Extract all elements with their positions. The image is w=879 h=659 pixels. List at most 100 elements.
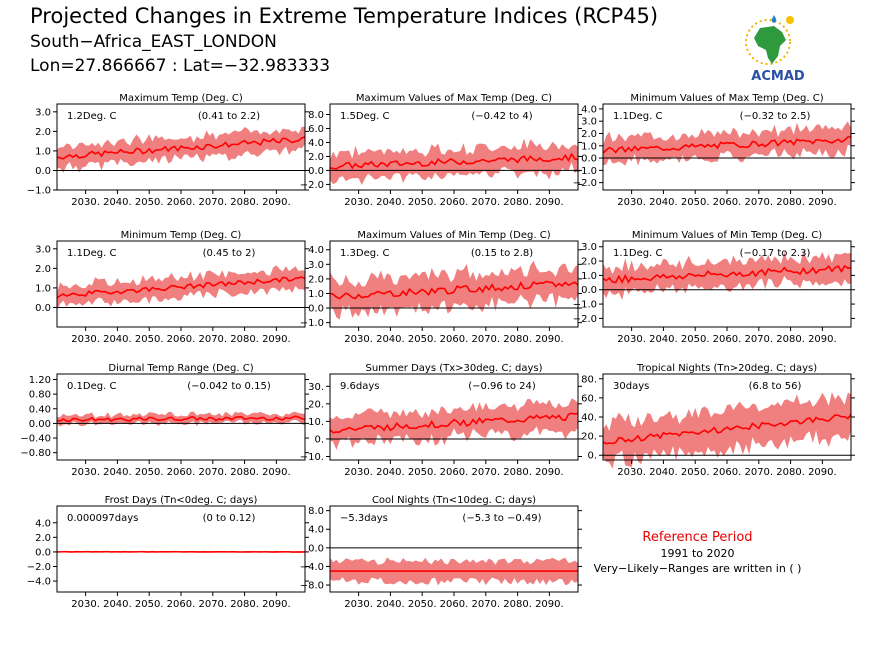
y-tick-label: 3.0: [308, 260, 324, 271]
range-band: [57, 126, 305, 173]
chart-title: Cool Nights (Tn<10deg. C; days): [372, 495, 536, 506]
range-label: (−5.3 to −0.49): [462, 513, 541, 524]
y-tick-label: 2.0: [35, 533, 51, 544]
range-band: [330, 138, 578, 185]
chart-title: Minimum Temp (Deg. C): [121, 230, 242, 241]
x-tick-label: 2060.: [713, 334, 742, 345]
x-tick-label: 2050.: [408, 599, 437, 610]
x-tick-label: 2050.: [135, 467, 164, 478]
x-tick-label: 2080.: [776, 467, 805, 478]
chart-panel: −0.80 −0.40 0.00 0.40 0.80 1.20 2030. 2040. 2050…: [20, 363, 309, 478]
x-tick-label: 2060.: [167, 599, 196, 610]
y-tick-label: 0.: [314, 434, 324, 445]
y-tick-label: 0.0: [308, 304, 324, 315]
y-tick-label: −1.0: [573, 300, 597, 311]
x-tick-label: 2070.: [198, 334, 227, 345]
x-tick-label: 2050.: [681, 467, 710, 478]
y-tick-label: −1.0: [573, 166, 597, 177]
chart-title: Tropical Nights (Tn>20deg. C; days): [636, 363, 817, 374]
range-band: [57, 411, 305, 427]
y-tick-label: 0.80: [29, 390, 51, 401]
range-band: [330, 260, 578, 320]
range-label: (0.41 to 2.2): [198, 111, 260, 122]
x-tick-label: 2040.: [103, 599, 132, 610]
x-tick-label: 2060.: [440, 197, 469, 208]
reference-period-note: Very−Likely−Ranges are written in ( ): [593, 562, 802, 575]
x-tick-label: 2070.: [744, 197, 773, 208]
mean-change-label: 1.3Deg. C: [340, 248, 389, 259]
y-tick-label: 2.0: [308, 152, 324, 163]
range-label: (0.15 to 2.8): [471, 248, 533, 259]
mean-change-label: 9.6days: [340, 381, 380, 392]
reference-period-title: Reference Period: [642, 530, 753, 545]
x-tick-label: 2040.: [376, 197, 405, 208]
y-tick-label: 3.0: [35, 244, 51, 255]
x-tick-label: 2090.: [262, 467, 291, 478]
mean-change-label: 1.2Deg. C: [67, 111, 116, 122]
range-band: [603, 121, 851, 166]
range-band: [603, 392, 851, 469]
range-label: (−0.042 to 0.15): [187, 381, 271, 392]
y-tick-label: 0.0: [35, 166, 51, 177]
x-tick-label: 2040.: [649, 334, 678, 345]
x-tick-label: 2050.: [408, 334, 437, 345]
x-tick-label: 2070.: [744, 467, 773, 478]
x-tick-label: 2090.: [535, 599, 564, 610]
x-tick-label: 2040.: [376, 467, 405, 478]
page-title: Projected Changes in Extreme Temperature…: [30, 4, 659, 28]
range-label: (−0.32 to 2.5): [740, 111, 811, 122]
x-tick-label: 2070.: [471, 197, 500, 208]
y-tick-label: 0.0: [308, 543, 324, 554]
chart-panel: 0.0 1.0 2.0 3.0 2030. 2040. 2050. 2060. 2070. 208…: [35, 230, 309, 345]
x-tick-label: 2080.: [503, 599, 532, 610]
x-tick-label: 2090.: [535, 197, 564, 208]
y-tick-label: 1.20: [29, 375, 51, 386]
mean-line: [602, 135, 852, 154]
y-tick-label: 20.: [581, 432, 597, 443]
chart-title: Maximum Values of Min Temp (Deg. C): [357, 230, 550, 241]
y-tick-label: 3.0: [581, 242, 597, 253]
range-label: (−0.96 to 24): [468, 381, 536, 392]
x-tick-label: 2070.: [198, 599, 227, 610]
range-label: (6.8 to 56): [749, 381, 802, 392]
x-tick-label: 2090.: [808, 334, 837, 345]
chart-title: Minimum Values of Max Temp (Deg. C): [630, 93, 823, 104]
mean-line: [602, 264, 852, 285]
x-tick-label: 2080.: [230, 334, 259, 345]
y-tick-label: 8.0: [308, 506, 324, 517]
range-label: (0.45 to 2): [203, 248, 256, 259]
reference-period-years: 1991 to 2020: [660, 547, 735, 560]
range-band: [330, 398, 578, 451]
y-tick-label: 0.0: [35, 547, 51, 558]
x-tick-label: 2050.: [408, 467, 437, 478]
y-tick-label: 2.0: [581, 257, 597, 268]
x-tick-label: 2080.: [776, 334, 805, 345]
y-tick-label: −0.80: [20, 448, 51, 459]
range-label: (−0.42 to 4): [471, 111, 532, 122]
mean-line: [329, 412, 579, 434]
x-tick-label: 2060.: [713, 197, 742, 208]
mean-line: [329, 280, 579, 300]
x-tick-label: 2090.: [535, 334, 564, 345]
x-tick-label: 2070.: [471, 599, 500, 610]
x-tick-label: 2040.: [649, 197, 678, 208]
y-tick-label: 0.0: [581, 285, 597, 296]
y-tick-label: 10.: [308, 417, 324, 428]
y-tick-label: 3.0: [35, 107, 51, 118]
y-tick-label: −4.0: [300, 562, 324, 573]
x-tick-label: 2090.: [262, 599, 291, 610]
mean-change-label: 1.1Deg. C: [67, 248, 116, 259]
mean-change-label: 1.1Deg. C: [613, 248, 662, 259]
mean-change-label: 1.5Deg. C: [340, 111, 389, 122]
y-tick-label: 40.: [581, 413, 597, 424]
x-tick-label: 2090.: [535, 467, 564, 478]
y-tick-label: 2.0: [35, 127, 51, 138]
mean-line: [56, 415, 306, 423]
chart-panel: 0.20.40.60.80.2030. 2040. 2050. 2060. 2070. 2…: [581, 363, 855, 478]
y-tick-label: 4.0: [308, 138, 324, 149]
x-tick-label: 2030.: [344, 599, 373, 610]
svg-text:ACMAD: ACMAD: [751, 69, 805, 84]
chart-panel: −10. 0. 10. 20. 30. 2030. 2040. 2050. 2060. 2070.…: [300, 363, 582, 478]
x-tick-label: 2080.: [503, 334, 532, 345]
